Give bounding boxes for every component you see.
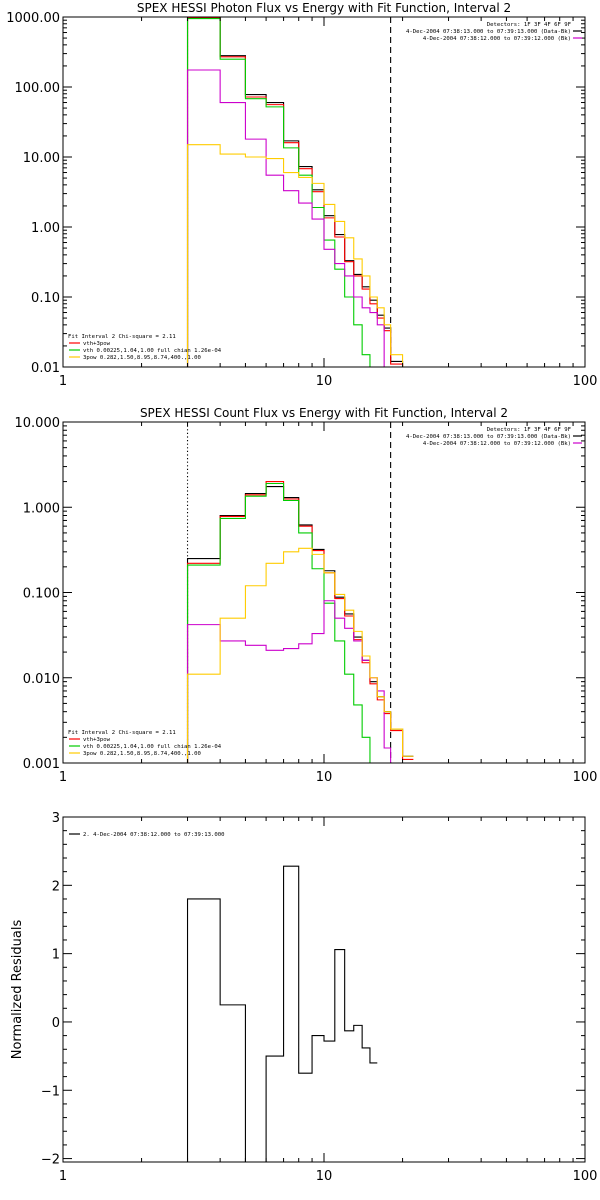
legend-top-right-entry: Detectors: 1F 3F 4F 6F 9F bbox=[487, 427, 572, 433]
y-tick-label: −2 bbox=[41, 1153, 60, 1168]
x-tick-label: 1 bbox=[59, 770, 67, 785]
legend-entry: 3pow 0.282,1.50,8.95,8.74,400.,1.00 bbox=[83, 751, 201, 757]
y-tick-label: −1 bbox=[41, 1084, 60, 1099]
x-tick-label: 10 bbox=[316, 374, 333, 389]
x-tick-label: 10 bbox=[316, 770, 333, 785]
y-tick-label: 0.01 bbox=[31, 361, 60, 376]
y-tick-label: 0.10 bbox=[31, 291, 60, 306]
series-line-1 bbox=[186, 17, 404, 367]
series-line-0 bbox=[186, 485, 414, 763]
y-tick-label: 1000.00 bbox=[6, 11, 60, 26]
y-tick-label: 0.001 bbox=[23, 757, 60, 772]
legend-top-right-entry: 4-Dec-2004 07:38:13.000 to 07:39:13.000 … bbox=[406, 434, 571, 440]
y-tick-label: 100.00 bbox=[15, 81, 61, 96]
plot-area bbox=[186, 17, 404, 367]
series-line-4 bbox=[186, 547, 414, 763]
series-line-0 bbox=[186, 865, 378, 1162]
series-line-3 bbox=[186, 600, 392, 763]
legend-entry: Fit Interval 2 Chi-square = 2.11 bbox=[68, 730, 176, 736]
y-tick-label: 0 bbox=[52, 1016, 60, 1031]
legend-entry: vth 0.00225,1.04,1.00 full chian 1.26e-0… bbox=[83, 348, 222, 354]
y-tick-label: 1 bbox=[52, 948, 60, 963]
y-tick-label: 3 bbox=[52, 811, 60, 826]
y-tick-label: 1.000 bbox=[23, 501, 60, 516]
photon-flux-panel: SPEX HESSI Photon Flux vs Energy with Fi… bbox=[6, 1, 597, 389]
series-line-0 bbox=[186, 17, 404, 367]
series-line-4 bbox=[186, 144, 404, 367]
x-tick-label: 1 bbox=[59, 1169, 67, 1184]
series-line-3 bbox=[186, 69, 385, 367]
legend-top-right-entry: Detectors: 1F 3F 4F 6F 9F bbox=[487, 22, 572, 28]
legend-entry: 2. 4-Dec-2004 07:38:12.000 to 07:39:13.0… bbox=[83, 832, 224, 838]
legend-top-right-entry: 4-Dec-2004 07:38:12.000 to 07:39:12.000 … bbox=[423, 441, 571, 447]
count-flux-panel: SPEX HESSI Count Flux vs Energy with Fit… bbox=[15, 406, 598, 785]
plot-area bbox=[186, 422, 414, 763]
series-line-2 bbox=[186, 482, 371, 763]
residuals-panel: Normalized Residuals 1 10 100 −2 −1 0 1 2 3 2. 4-D… bbox=[10, 811, 597, 1184]
x-tick-label: 100 bbox=[573, 374, 598, 389]
legend-top-right-entry: 4-Dec-2004 07:38:12.000 to 07:39:12.000 … bbox=[423, 36, 571, 42]
x-tick-label: 10 bbox=[316, 1169, 333, 1184]
legend-entry: vth 0.00225,1.04,1.00 full chian 1.26e-0… bbox=[83, 744, 222, 750]
chart-title: SPEX HESSI Photon Flux vs Energy with Fi… bbox=[137, 1, 511, 15]
y-tick-label: 2 bbox=[52, 879, 60, 894]
x-tick-label: 100 bbox=[573, 1169, 598, 1184]
y-tick-label: 10.000 bbox=[15, 416, 61, 431]
y-tick-label: 0.010 bbox=[23, 672, 60, 687]
axes-frame bbox=[62, 816, 586, 1163]
legend-entry: vth+3pow bbox=[83, 737, 111, 743]
legend-entry: 3pow 0.282,1.50,8.95,8.74,400.,1.00 bbox=[83, 355, 201, 361]
legend-entry: Fit Interval 2 Chi-square = 2.11 bbox=[68, 334, 176, 340]
y-tick-label: 10.00 bbox=[23, 151, 60, 166]
plot-area bbox=[186, 865, 378, 1162]
series-line-1 bbox=[186, 481, 414, 763]
y-axis-label: Normalized Residuals bbox=[10, 920, 25, 1060]
legend-top-right-entry: 4-Dec-2004 07:38:13.000 to 07:39:13.000 … bbox=[406, 29, 571, 35]
chart-title: SPEX HESSI Count Flux vs Energy with Fit… bbox=[140, 406, 508, 420]
legend-entry: vth+3pow bbox=[83, 341, 111, 347]
y-tick-label: 1.00 bbox=[31, 221, 60, 236]
y-tick-label: 0.100 bbox=[23, 587, 60, 602]
x-tick-label: 1 bbox=[59, 374, 67, 389]
x-tick-label: 100 bbox=[573, 770, 598, 785]
